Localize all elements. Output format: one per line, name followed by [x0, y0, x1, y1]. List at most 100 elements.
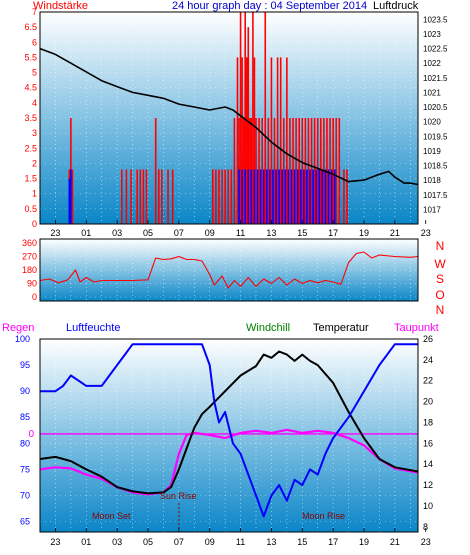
x-tick-label: 07	[174, 537, 184, 547]
pressure-tick-label: 1022.5	[423, 45, 448, 54]
wind-tick-label: 2.5	[24, 143, 37, 153]
legend-regen: Regen	[2, 322, 34, 334]
direction-grid	[39, 239, 418, 301]
compass-letter-n2: N	[436, 303, 445, 317]
pressure-tick-label: 1020	[423, 118, 441, 127]
wind-pressure-grid	[39, 11, 418, 225]
x-tick-label: 23	[50, 228, 60, 238]
dewpoint-series	[39, 428, 419, 496]
rain-value-label: 0	[28, 429, 34, 440]
sun-rise-label: Sun Rise	[160, 491, 197, 501]
climate-grid	[39, 338, 418, 532]
wind-tick-label: 4.5	[24, 83, 37, 93]
compass-letter-n1: N	[436, 239, 445, 253]
x-tick-label: 23	[421, 537, 431, 547]
humidity-tick-label: 95	[20, 360, 30, 370]
climate-panel	[40, 339, 418, 532]
wind-axis-label: Windstärke	[33, 0, 88, 12]
climate-x-axis: 23 01 03 05 07 09 11 13 15 17 19 21 23	[50, 528, 431, 547]
pressure-tick-label: 1021.5	[423, 74, 448, 83]
dewpoint-line	[39, 428, 419, 496]
moon-set-label: Moon Set	[92, 511, 131, 521]
pressure-y-axis: 1023.5 1023 1022.5 1022 1021.5 1021 1020.5 1020…	[423, 15, 448, 214]
humidity-tick-label: 75	[20, 464, 30, 474]
legend-luftfeuchte: Luftfeuchte	[66, 322, 120, 334]
x-tick-label: 01	[81, 228, 91, 238]
x-tick-label: 23	[421, 228, 431, 238]
pressure-series	[39, 47, 419, 186]
pressure-tick-label: 1019	[423, 147, 441, 156]
pressure-tick-label: 1021	[423, 88, 441, 97]
x-tick-label: 17	[328, 228, 338, 238]
pressure-tick-label: 1017	[423, 205, 441, 214]
humidity-tick-label: 85	[20, 412, 30, 422]
wind-tick-label: 1	[32, 189, 37, 199]
pressure-axis-label: Luftdruck	[373, 0, 419, 12]
x-tick-label: 03	[112, 537, 122, 547]
direction-y-axis: 360 270 180 90 0	[22, 238, 37, 302]
pressure-tick-label: 1018	[423, 176, 441, 185]
x-tick-label: 15	[297, 537, 307, 547]
direction-tick-label: 270	[22, 252, 37, 262]
wind-x-axis: 23 01 03 05 07 09 11 13 15 17 19 21 23	[50, 220, 431, 238]
compass-letters: N W S O N	[434, 239, 446, 317]
x-tick-label: 21	[390, 228, 400, 238]
humidity-tick-label: 80	[20, 438, 30, 448]
x-tick-label: 05	[143, 537, 153, 547]
wind-tick-label: 5.5	[24, 52, 37, 62]
wind-y-axis: 7 6.5 6 5.5 5 4.5 4 3.5 3 2.5 2 1.5 1 0.5 0	[24, 7, 37, 229]
pressure-tick-label: 1018.5	[423, 162, 448, 171]
pressure-tick-label: 1022	[423, 59, 441, 68]
pressure-tick-label: 1019.5	[423, 132, 448, 141]
direction-tick-label: 180	[22, 265, 37, 275]
legend-windchill: Windchill	[246, 322, 290, 334]
compass-letter-w: W	[434, 257, 446, 271]
humidity-tick-label: 90	[20, 386, 30, 396]
pressure-tick-label: 1023.5	[423, 15, 448, 24]
x-tick-label: 01	[81, 537, 91, 547]
humidity-line	[40, 343, 418, 518]
temperature-tick-label: 14	[423, 459, 433, 469]
x-tick-label: 13	[266, 537, 276, 547]
legend-taupunkt: Taupunkt	[394, 322, 439, 334]
temperature-tick-label: 12	[423, 480, 433, 490]
humidity-tick-label: 70	[20, 490, 30, 500]
humidity-tick-label: 100	[15, 334, 30, 344]
direction-tick-label: 360	[22, 238, 37, 248]
wind-tick-label: 3	[32, 128, 37, 138]
temperature-tick-label: 8	[423, 522, 428, 532]
temperature-tick-label: 16	[423, 438, 433, 448]
temperature-series	[39, 350, 419, 495]
humidity-series	[40, 343, 418, 518]
x-tick-label: 09	[205, 537, 215, 547]
pressure-tick-label: 1023	[423, 30, 441, 39]
moon-rise-label: Moon Rise	[302, 511, 345, 521]
temperature-tick-label: 24	[423, 355, 433, 365]
x-tick-label: 19	[359, 537, 369, 547]
wind-tick-label: 0.5	[24, 204, 37, 214]
x-tick-label: 21	[390, 537, 400, 547]
temperature-tick-label: 22	[423, 376, 433, 386]
pressure-line	[39, 47, 419, 186]
pressure-tick-label: 1020.5	[423, 103, 448, 112]
x-tick-label: 19	[359, 228, 369, 238]
temperature-tick-label: 10	[423, 501, 433, 511]
wind-tick-label: 5	[32, 68, 37, 78]
humidity-y-axis: 100 95 90 85 80 75 70 65	[15, 334, 30, 527]
wind-avg-bars	[68, 169, 336, 224]
chart-title: 24 hour graph day : 04 September 2014	[172, 0, 367, 12]
wind-tick-label: 6.5	[24, 22, 37, 32]
wind-tick-label: 4	[32, 98, 37, 108]
x-tick-label: 09	[205, 228, 215, 238]
wind-tick-label: 6	[32, 37, 37, 47]
direction-tick-label: 90	[27, 279, 37, 289]
compass-letter-o: O	[435, 288, 444, 302]
wind-tick-label: 0	[32, 219, 37, 229]
x-tick-label: 13	[266, 228, 276, 238]
temperature-tick-label: 26	[423, 334, 433, 344]
wind-tick-label: 1.5	[24, 174, 37, 184]
wind-tick-label: 7	[32, 7, 37, 17]
wind-tick-label: 3.5	[24, 113, 37, 123]
x-tick-label: 11	[236, 537, 245, 547]
